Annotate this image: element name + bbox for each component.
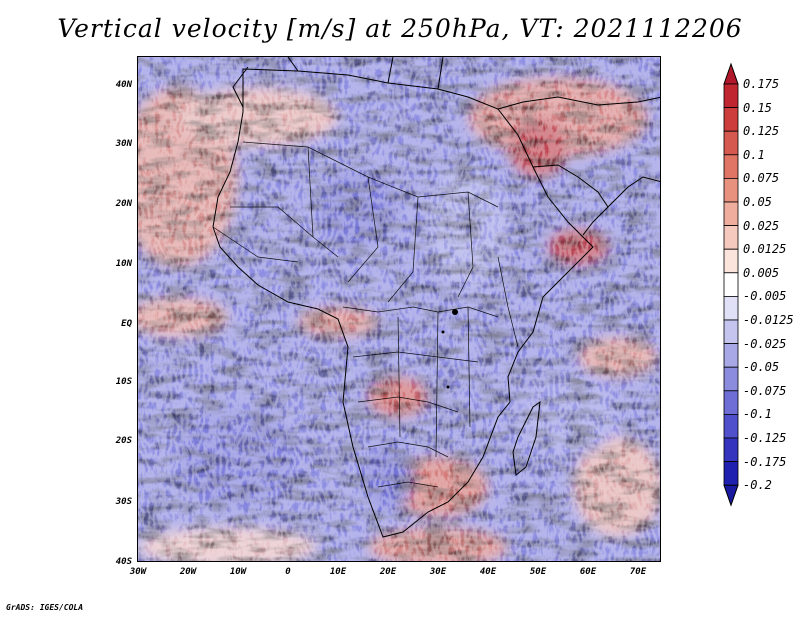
lat-label: 30N — [115, 139, 132, 149]
colorbar-label: 0.1 — [743, 147, 765, 162]
colorbar-label: 0.025 — [743, 218, 780, 233]
colorbar-label: 0.0125 — [743, 242, 787, 257]
vertical-velocity-field — [138, 57, 660, 561]
lat-label: 10S — [115, 377, 132, 387]
lat-label: 20S — [115, 436, 132, 446]
colorbar-segment — [723, 413, 739, 439]
colorbar-label: -0.125 — [743, 431, 787, 445]
colorbar-label: -0.0125 — [743, 313, 794, 327]
map-panel — [137, 56, 661, 562]
colorbar-bottom-triangle — [723, 484, 739, 507]
colorbar-label: 0.125 — [743, 124, 780, 139]
lon-label: 0 — [285, 567, 291, 577]
lon-label: 20W — [179, 567, 197, 577]
colorbar-segment — [723, 366, 739, 392]
colorbar-top-triangle — [723, 62, 739, 85]
colorbar-segment — [723, 178, 739, 203]
africa-coastline — [212, 57, 660, 538]
colorbar-label: -0.075 — [743, 383, 787, 398]
colorbar-label: -0.025 — [743, 336, 787, 351]
colorbar-segment — [723, 107, 739, 132]
grads-credit: GrADS: IGES/COLA — [6, 603, 84, 612]
lat-label: 10N — [115, 259, 132, 269]
lon-label: 30E — [429, 567, 447, 577]
colorbar-label: -0.2 — [743, 478, 772, 493]
colorbar-segment — [723, 130, 739, 156]
colorbar-segment — [723, 295, 739, 321]
colorbar-label: 0.15 — [743, 100, 772, 115]
colorbar-label: 0.05 — [743, 195, 772, 209]
lon-label: 10E — [329, 567, 347, 577]
lon-label: 60E — [579, 567, 597, 577]
colorbar-segment — [723, 319, 739, 345]
colorbar-label: -0.005 — [743, 289, 787, 304]
colorbar-segment — [723, 437, 739, 463]
colorbar-segment — [723, 83, 739, 109]
colorbar-label: 0.005 — [743, 265, 780, 280]
lakes — [441, 309, 458, 389]
colorbar — [723, 62, 739, 507]
colorbar-segment — [723, 390, 739, 415]
lat-label: 40S — [115, 557, 132, 567]
colorbar-segment — [723, 248, 739, 274]
lat-label: 30S — [115, 497, 132, 507]
lon-label: 10W — [229, 567, 247, 577]
country-borders — [212, 141, 519, 488]
lon-label: 30W — [129, 567, 147, 577]
map-title: Vertical velocity [m/s] at 250hPa, VT: 2… — [57, 14, 743, 43]
colorbar-segment — [723, 201, 739, 227]
lon-label: 20E — [379, 567, 397, 577]
colorbar-segment — [723, 154, 739, 179]
colorbar-segment — [723, 343, 739, 368]
colorbar-label: 0.075 — [743, 171, 780, 186]
colorbar-label: -0.05 — [743, 360, 780, 375]
colorbar-label: 0.175 — [743, 77, 780, 91]
colorbar-segment — [723, 225, 739, 250]
lon-label: 40E — [479, 567, 497, 577]
lat-label: 40N — [115, 80, 132, 90]
lon-label: 50E — [529, 567, 547, 577]
colorbar-segment — [723, 461, 739, 486]
colorbar-label: -0.1 — [743, 407, 772, 422]
colorbar-label: -0.175 — [743, 454, 787, 469]
lat-label: EQ — [121, 319, 132, 329]
colorbar-segment — [723, 272, 739, 297]
lat-label: 20N — [115, 199, 132, 209]
lon-label: 70E — [629, 567, 647, 577]
